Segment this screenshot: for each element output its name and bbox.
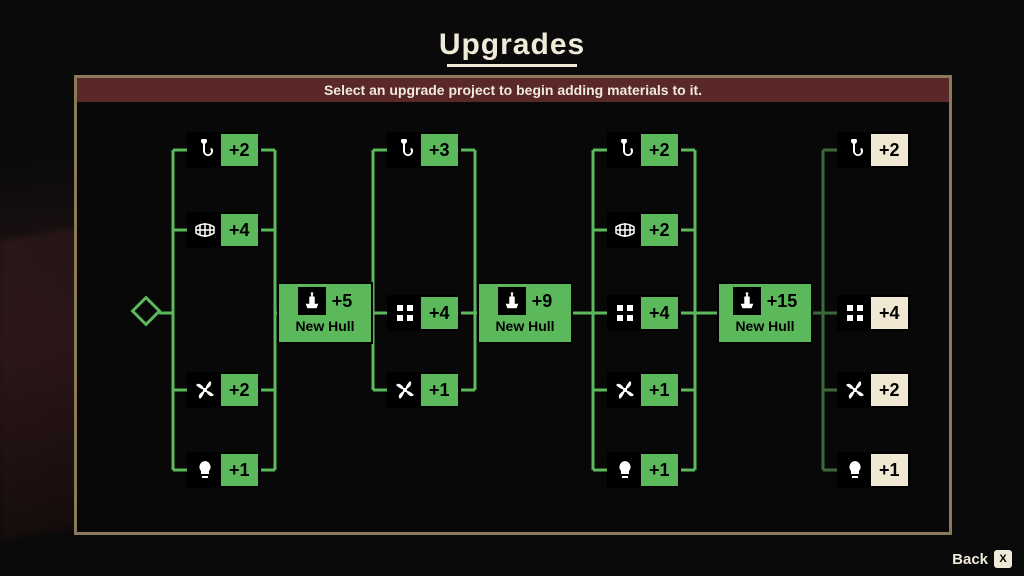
propeller-icon [189, 374, 221, 406]
page-title: Upgrades [0, 28, 1024, 62]
back-label: Back [952, 551, 988, 568]
node-value: +2 [641, 140, 678, 161]
upgrade-tree: +2 +4 +2 +1 +3 +4 +1 +2 +2 +4 +1 +1 +2 +4 +2 +1 +5 New Hu… [77, 102, 949, 534]
upgrade-node-grid[interactable]: +4 [387, 295, 460, 331]
upgrade-panel: Select an upgrade project to begin addin… [74, 75, 952, 535]
hull-value: +9 [526, 291, 553, 312]
node-value: +1 [871, 460, 908, 481]
node-value: +4 [421, 303, 458, 324]
ship-icon [498, 287, 526, 315]
upgrade-node-grid[interactable]: +4 [607, 295, 680, 331]
upgrade-node-bulb[interactable]: +1 [187, 452, 260, 488]
node-value: +2 [641, 220, 678, 241]
propeller-icon [389, 374, 421, 406]
upgrade-node-hook[interactable]: +2 [187, 132, 260, 168]
upgrade-node-net[interactable]: +2 [607, 212, 680, 248]
propeller-icon [839, 374, 871, 406]
bulb-icon [189, 454, 221, 486]
propeller-icon [609, 374, 641, 406]
upgrade-node-propeller[interactable]: +2 [837, 372, 910, 408]
node-value: +4 [221, 220, 258, 241]
bulb-icon [839, 454, 871, 486]
node-value: +1 [421, 380, 458, 401]
upgrade-node-hook[interactable]: +3 [387, 132, 460, 168]
node-value: +3 [421, 140, 458, 161]
node-value: +1 [641, 460, 678, 481]
node-value: +2 [871, 140, 908, 161]
hull-label: New Hull [479, 318, 571, 334]
node-value: +2 [871, 380, 908, 401]
ship-icon [298, 287, 326, 315]
hull-upgrade-node[interactable]: +5 New Hull [277, 282, 373, 344]
hull-upgrade-node[interactable]: +15 New Hull [717, 282, 813, 344]
hull-label: New Hull [719, 318, 811, 334]
upgrade-node-grid[interactable]: +4 [837, 295, 910, 331]
hull-upgrade-node[interactable]: +9 New Hull [477, 282, 573, 344]
hull-value: +15 [761, 291, 798, 312]
title-underline [447, 64, 577, 67]
node-value: +4 [871, 303, 908, 324]
hook-icon [189, 134, 221, 166]
upgrade-node-hook[interactable]: +2 [837, 132, 910, 168]
hook-icon [609, 134, 641, 166]
grid-icon [839, 297, 871, 329]
node-value: +1 [641, 380, 678, 401]
node-value: +4 [641, 303, 678, 324]
grid-icon [609, 297, 641, 329]
hook-icon [389, 134, 421, 166]
back-key-icon: X [994, 550, 1012, 568]
grid-icon [389, 297, 421, 329]
net-icon [609, 214, 641, 246]
node-value: +2 [221, 140, 258, 161]
back-button[interactable]: Back X [952, 550, 1012, 568]
ship-icon [733, 287, 761, 315]
hull-value: +5 [326, 291, 353, 312]
upgrade-node-bulb[interactable]: +1 [607, 452, 680, 488]
upgrade-node-bulb[interactable]: +1 [837, 452, 910, 488]
upgrade-node-propeller[interactable]: +1 [387, 372, 460, 408]
hook-icon [839, 134, 871, 166]
net-icon [189, 214, 221, 246]
bulb-icon [609, 454, 641, 486]
upgrade-node-hook[interactable]: +2 [607, 132, 680, 168]
upgrade-node-net[interactable]: +4 [187, 212, 260, 248]
hull-label: New Hull [279, 318, 371, 334]
upgrade-node-propeller[interactable]: +1 [607, 372, 680, 408]
instruction-bar: Select an upgrade project to begin addin… [77, 78, 949, 102]
node-value: +1 [221, 460, 258, 481]
node-value: +2 [221, 380, 258, 401]
upgrade-node-propeller[interactable]: +2 [187, 372, 260, 408]
